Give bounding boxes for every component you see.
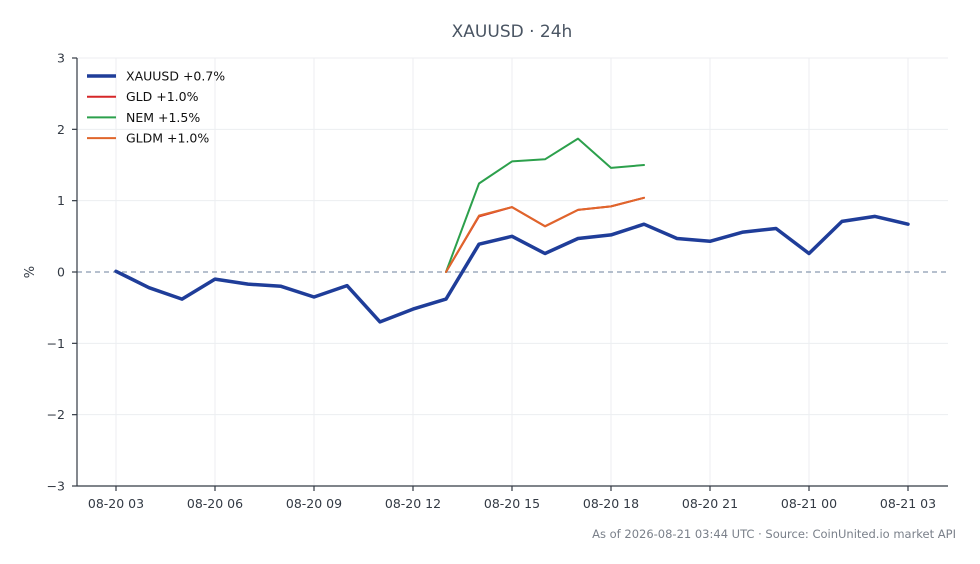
- y-tick-label: −2: [47, 407, 65, 422]
- x-tick-label: 08-21 00: [781, 496, 837, 511]
- chart-title: XAUUSD · 24h: [452, 22, 573, 42]
- x-tick-label: 08-20 12: [385, 496, 441, 511]
- y-tick-label: 3: [57, 51, 65, 66]
- legend-label: XAUUSD +0.7%: [126, 69, 225, 84]
- x-tick-label: 08-20 15: [484, 496, 540, 511]
- x-tick-label: 08-21 03: [880, 496, 936, 511]
- legend-label: NEM +1.5%: [126, 110, 200, 125]
- series-line-xauusd: [114, 214, 910, 324]
- x-axis-ticks: 08-20 03 08-20 06 08-20 09 08-20 12 08-20 15…: [88, 486, 936, 511]
- y-tick-label: −3: [47, 479, 65, 494]
- x-tick-label: 08-20 21: [682, 496, 738, 511]
- legend: XAUUSD +0.7% GLD +1.0% NEM +1.5% GLDM +1.0%: [87, 69, 225, 146]
- y-tick-label: 0: [57, 265, 65, 280]
- series-line-gldm: [445, 196, 645, 273]
- y-tick-label: 1: [57, 193, 65, 208]
- x-tick-label: 08-20 03: [88, 496, 144, 511]
- x-tick-label: 08-20 09: [286, 496, 342, 511]
- series: [114, 137, 910, 324]
- x-tick-label: 08-20 18: [583, 496, 639, 511]
- legend-label: GLDM +1.0%: [126, 131, 209, 146]
- y-tick-label: 2: [57, 122, 65, 137]
- source-footer: As of 2026-08-21 03:44 UTC · Source: Coi…: [592, 527, 956, 541]
- x-tick-label: 08-20 06: [187, 496, 243, 511]
- series-line-nem: [445, 137, 645, 273]
- y-axis-ticks: 3 2 1 0 −1 −2 −3: [47, 51, 77, 494]
- y-axis-label: %: [23, 266, 38, 278]
- y-tick-label: −1: [47, 336, 65, 351]
- legend-label: GLD +1.0%: [126, 89, 199, 104]
